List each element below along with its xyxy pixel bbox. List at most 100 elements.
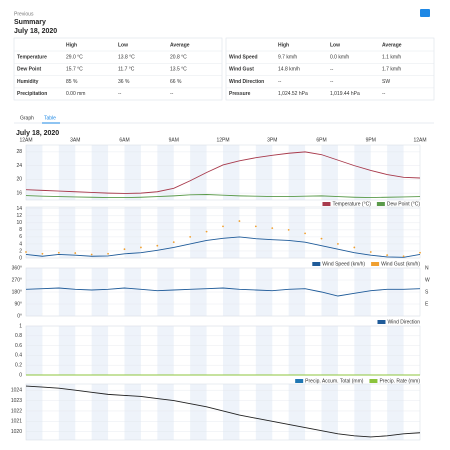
y-tick-label: 0° [17, 313, 22, 319]
y-tick-label: 1022 [11, 408, 22, 414]
hour-band [321, 145, 338, 200]
table-cell: 1.7 km/h [382, 67, 401, 73]
table-cell: -- [118, 91, 122, 97]
series-line [25, 385, 421, 438]
hour-band [26, 145, 43, 200]
hour-band [157, 145, 174, 200]
back-link[interactable]: Previous [14, 11, 34, 17]
hour-band [91, 326, 109, 375]
hour-band [190, 384, 207, 440]
hour-band [354, 326, 371, 375]
hour-band [288, 326, 306, 375]
y-tick-label: 24 [16, 163, 22, 169]
table-cell: -- [330, 79, 334, 85]
column-header: Low [118, 42, 128, 48]
table-cell: 1,019.44 hPa [330, 91, 360, 97]
table-cell: 15.7 °C [66, 67, 83, 73]
data-point [140, 246, 142, 249]
y-tick-label: 0 [19, 255, 22, 261]
y-tick-label: 6 [19, 234, 22, 240]
data-point [41, 252, 44, 255]
hour-band [387, 145, 404, 200]
legend-label: Precip. Rate (mm) [379, 378, 420, 384]
x-tick-label: 9AM [169, 137, 179, 143]
row-label: Temperature [17, 54, 47, 60]
data-point [419, 251, 421, 254]
hour-band [255, 384, 273, 440]
hour-band [124, 384, 141, 440]
table-cell: -- [170, 91, 174, 97]
data-point [123, 248, 126, 251]
tab[interactable]: Table [44, 115, 56, 121]
table-cell: 13.5 °C [170, 67, 187, 73]
legend-label: Temperature (°C) [332, 201, 371, 207]
hour-band [157, 384, 174, 440]
y-tick-label: 28 [16, 149, 22, 155]
hour-band [288, 145, 306, 200]
x-tick-label: 3PM [267, 137, 277, 143]
legend-swatch [371, 262, 380, 266]
series-line [25, 194, 421, 199]
data-point [74, 252, 77, 254]
hour-band [255, 207, 273, 258]
data-point [287, 228, 290, 231]
hour-band [190, 207, 207, 258]
legend-swatch [312, 262, 321, 266]
data-point [90, 253, 93, 256]
table-cell: 85 % [66, 79, 78, 85]
table-cell: 1,024.52 hPa [278, 91, 308, 97]
column-header: Average [382, 42, 402, 48]
row-label: Wind Direction [229, 79, 264, 85]
y-tick-label: 16 [16, 190, 22, 196]
data-point [402, 255, 405, 258]
hour-band [255, 326, 273, 375]
hour-band [190, 326, 207, 375]
y-tick-label: 360° [12, 265, 22, 271]
y-tick-label: 90° [14, 301, 22, 307]
table-frame [225, 37, 435, 101]
y-tick-label: 1020 [11, 429, 22, 435]
hour-band [26, 384, 43, 440]
tab[interactable]: Graph [20, 115, 34, 121]
series-line [25, 151, 421, 194]
summary-title: Summary [14, 19, 46, 26]
table-cell: 11.7 °C [118, 67, 135, 73]
plot-frame [25, 144, 421, 201]
hour-band [255, 145, 273, 200]
data-point [254, 225, 257, 228]
hour-band [223, 145, 240, 200]
table-cell: 13.8 °C [118, 54, 135, 60]
y2-tick-label: E [425, 301, 429, 307]
menu-button[interactable] [420, 9, 430, 17]
chart-title: July 18, 2020 [16, 130, 59, 137]
data-point [205, 230, 208, 233]
hour-band [354, 145, 371, 200]
x-tick-label: 9PM [366, 137, 376, 143]
legend-label: Dew Point (°C) [387, 201, 420, 207]
legend-swatch [295, 379, 304, 383]
legend-label: Wind Gust (km/h) [381, 261, 420, 267]
y-tick-label: 270° [12, 277, 22, 283]
y-tick-label: 0.8 [15, 333, 22, 339]
x-tick-label: 6PM [316, 137, 326, 143]
data-point [107, 252, 109, 255]
data-point [57, 251, 60, 254]
data-point [156, 244, 159, 247]
hour-band [223, 384, 240, 440]
hour-band [321, 207, 338, 258]
x-tick-label: 3AM [70, 137, 80, 143]
y-tick-label: 1021 [11, 419, 22, 425]
table-cell: 66 % [170, 79, 182, 85]
y2-tick-label: S [425, 289, 429, 295]
y-tick-label: 2 [19, 248, 22, 254]
table-cell: 0.00 mm [66, 91, 85, 97]
hour-band [58, 145, 76, 200]
data-point [353, 246, 356, 249]
summary-date: July 18, 2020 [14, 28, 57, 35]
table-cell: 36 % [118, 79, 130, 85]
y-tick-label: 0.2 [15, 363, 22, 369]
legend-swatch [322, 202, 331, 206]
hour-band [223, 326, 240, 375]
hour-band [124, 326, 141, 375]
hour-band [190, 145, 207, 200]
